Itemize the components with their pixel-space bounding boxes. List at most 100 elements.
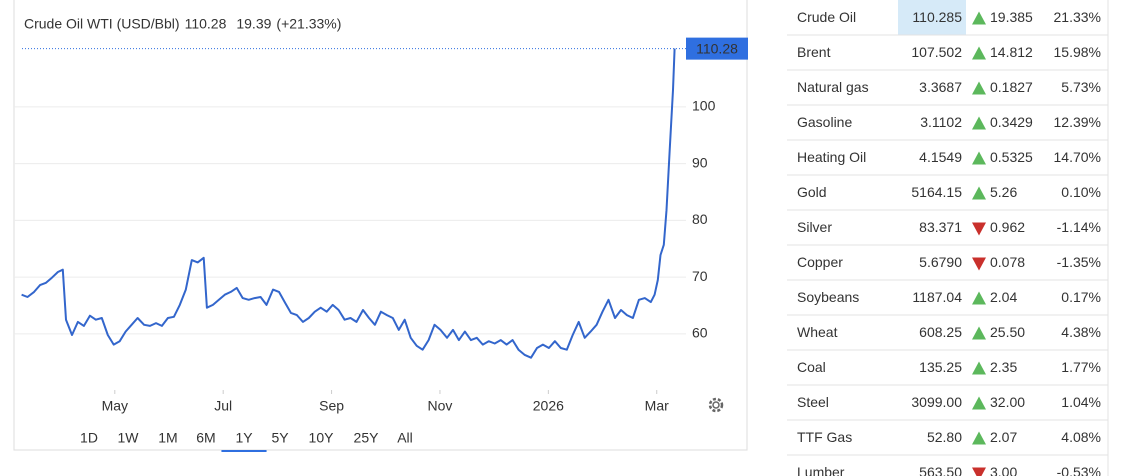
change-pct: 21.33%: [1054, 9, 1101, 25]
commodity-name[interactable]: Brent: [797, 44, 831, 60]
arrow-up: [972, 46, 986, 60]
gear-teeth: [708, 397, 724, 413]
y-tick-label: 60: [692, 325, 708, 341]
range-button[interactable]: 1Y: [235, 430, 253, 446]
price: 107.502: [911, 44, 962, 60]
range-button[interactable]: 1M: [158, 430, 177, 446]
arrow-down: [972, 222, 986, 236]
commodity-name[interactable]: Crude Oil: [797, 9, 856, 25]
y-tick-label: 70: [692, 268, 708, 284]
price: 135.25: [919, 359, 962, 375]
commodity-name[interactable]: Natural gas: [797, 79, 869, 95]
commodity-name[interactable]: Silver: [797, 219, 832, 235]
commodity-name[interactable]: Heating Oil: [797, 149, 866, 165]
commodity-name[interactable]: Gasoline: [797, 114, 852, 130]
change-pct: 14.70%: [1054, 149, 1101, 165]
change: 2.07: [990, 429, 1017, 445]
change-pct: -0.53%: [1057, 464, 1101, 476]
change: 0.3429: [990, 114, 1033, 130]
change-pct: 1.77%: [1061, 359, 1101, 375]
change: 14.812: [990, 44, 1033, 60]
change-pct: 0.10%: [1061, 184, 1101, 200]
change: 0.5325: [990, 149, 1033, 165]
arrow-up: [972, 326, 986, 340]
arrow-up: [972, 81, 986, 95]
price-highlight: [898, 0, 966, 35]
price: 1187.04: [912, 289, 962, 305]
commodity-name[interactable]: Gold: [797, 184, 827, 200]
change: 3.00: [990, 464, 1017, 476]
arrow-up: [972, 396, 986, 410]
range-button[interactable]: All: [397, 430, 413, 446]
chart-title: Crude Oil WTI (USD/Bbl): [24, 16, 180, 32]
change: 0.1827: [990, 79, 1033, 95]
price-line: [21, 48, 676, 359]
header-current: 110.28: [185, 16, 227, 32]
range-button[interactable]: 6M: [196, 430, 215, 446]
price: 3099.00: [911, 394, 962, 410]
x-tick-label: Mar: [645, 398, 669, 414]
x-tick-label: Sep: [319, 398, 344, 414]
settings-icon[interactable]: [708, 397, 724, 413]
change: 32.00: [990, 394, 1025, 410]
arrow-up: [972, 151, 986, 165]
change-pct: 5.73%: [1061, 79, 1101, 95]
change: 2.35: [990, 359, 1017, 375]
arrow-down: [972, 467, 986, 476]
x-tick-label: May: [102, 398, 128, 414]
change: 25.50: [990, 324, 1025, 340]
commodity-name[interactable]: Wheat: [797, 324, 838, 340]
range-button[interactable]: 25Y: [354, 430, 380, 446]
change-pct: 0.17%: [1061, 289, 1101, 305]
change-pct: -1.35%: [1057, 254, 1101, 270]
price: 5.6790: [919, 254, 962, 270]
commodity-name[interactable]: Steel: [797, 394, 829, 410]
price: 52.80: [927, 429, 962, 445]
commodity-name[interactable]: Lumber: [797, 464, 845, 476]
header-change: 19.39: [236, 16, 271, 32]
x-tick-label: Jul: [214, 398, 232, 414]
y-tick-label: 100: [692, 98, 716, 114]
current-label: 110.28: [696, 40, 738, 56]
range-button[interactable]: 10Y: [309, 430, 335, 446]
change-pct: 4.08%: [1061, 429, 1101, 445]
change: 2.04: [990, 289, 1017, 305]
arrow-up: [972, 361, 986, 375]
change: 5.26: [990, 184, 1017, 200]
arrow-up: [972, 11, 986, 25]
change: 0.078: [990, 254, 1025, 270]
arrow-up: [972, 431, 986, 445]
current-box: [686, 37, 748, 60]
arrow-up: [972, 291, 986, 305]
change: 0.962: [990, 219, 1025, 235]
range-button[interactable]: 5Y: [271, 430, 289, 446]
arrow-down: [972, 257, 986, 271]
y-tick-label: 90: [692, 154, 708, 170]
x-tick-label: 2026: [533, 398, 564, 414]
range-button[interactable]: 1W: [118, 430, 140, 446]
change-pct: 15.98%: [1054, 44, 1101, 60]
commodity-name[interactable]: Copper: [797, 254, 843, 270]
change-pct: 12.39%: [1054, 114, 1101, 130]
commodity-name[interactable]: Coal: [797, 359, 826, 375]
commodity-name[interactable]: TTF Gas: [797, 429, 852, 445]
chart-frame: [13, 0, 748, 451]
price: 3.1102: [920, 114, 962, 130]
x-tick-label: Nov: [428, 398, 453, 414]
price: 4.1549: [919, 149, 962, 165]
arrow-up: [972, 186, 986, 200]
price: 3.3687: [919, 79, 962, 95]
range-button[interactable]: 1D: [80, 430, 98, 446]
change: 19.385: [990, 9, 1033, 25]
commodity-name[interactable]: Soybeans: [797, 289, 859, 305]
gear-hub: [712, 401, 720, 409]
arrow-up: [972, 116, 986, 130]
price: 110.285: [912, 9, 962, 25]
change-pct: 1.04%: [1061, 394, 1101, 410]
y-tick-label: 80: [692, 211, 708, 227]
header-change-pct: (+21.33%): [276, 16, 341, 32]
change-pct: 4.38%: [1061, 324, 1101, 340]
price: 83.371: [919, 219, 962, 235]
